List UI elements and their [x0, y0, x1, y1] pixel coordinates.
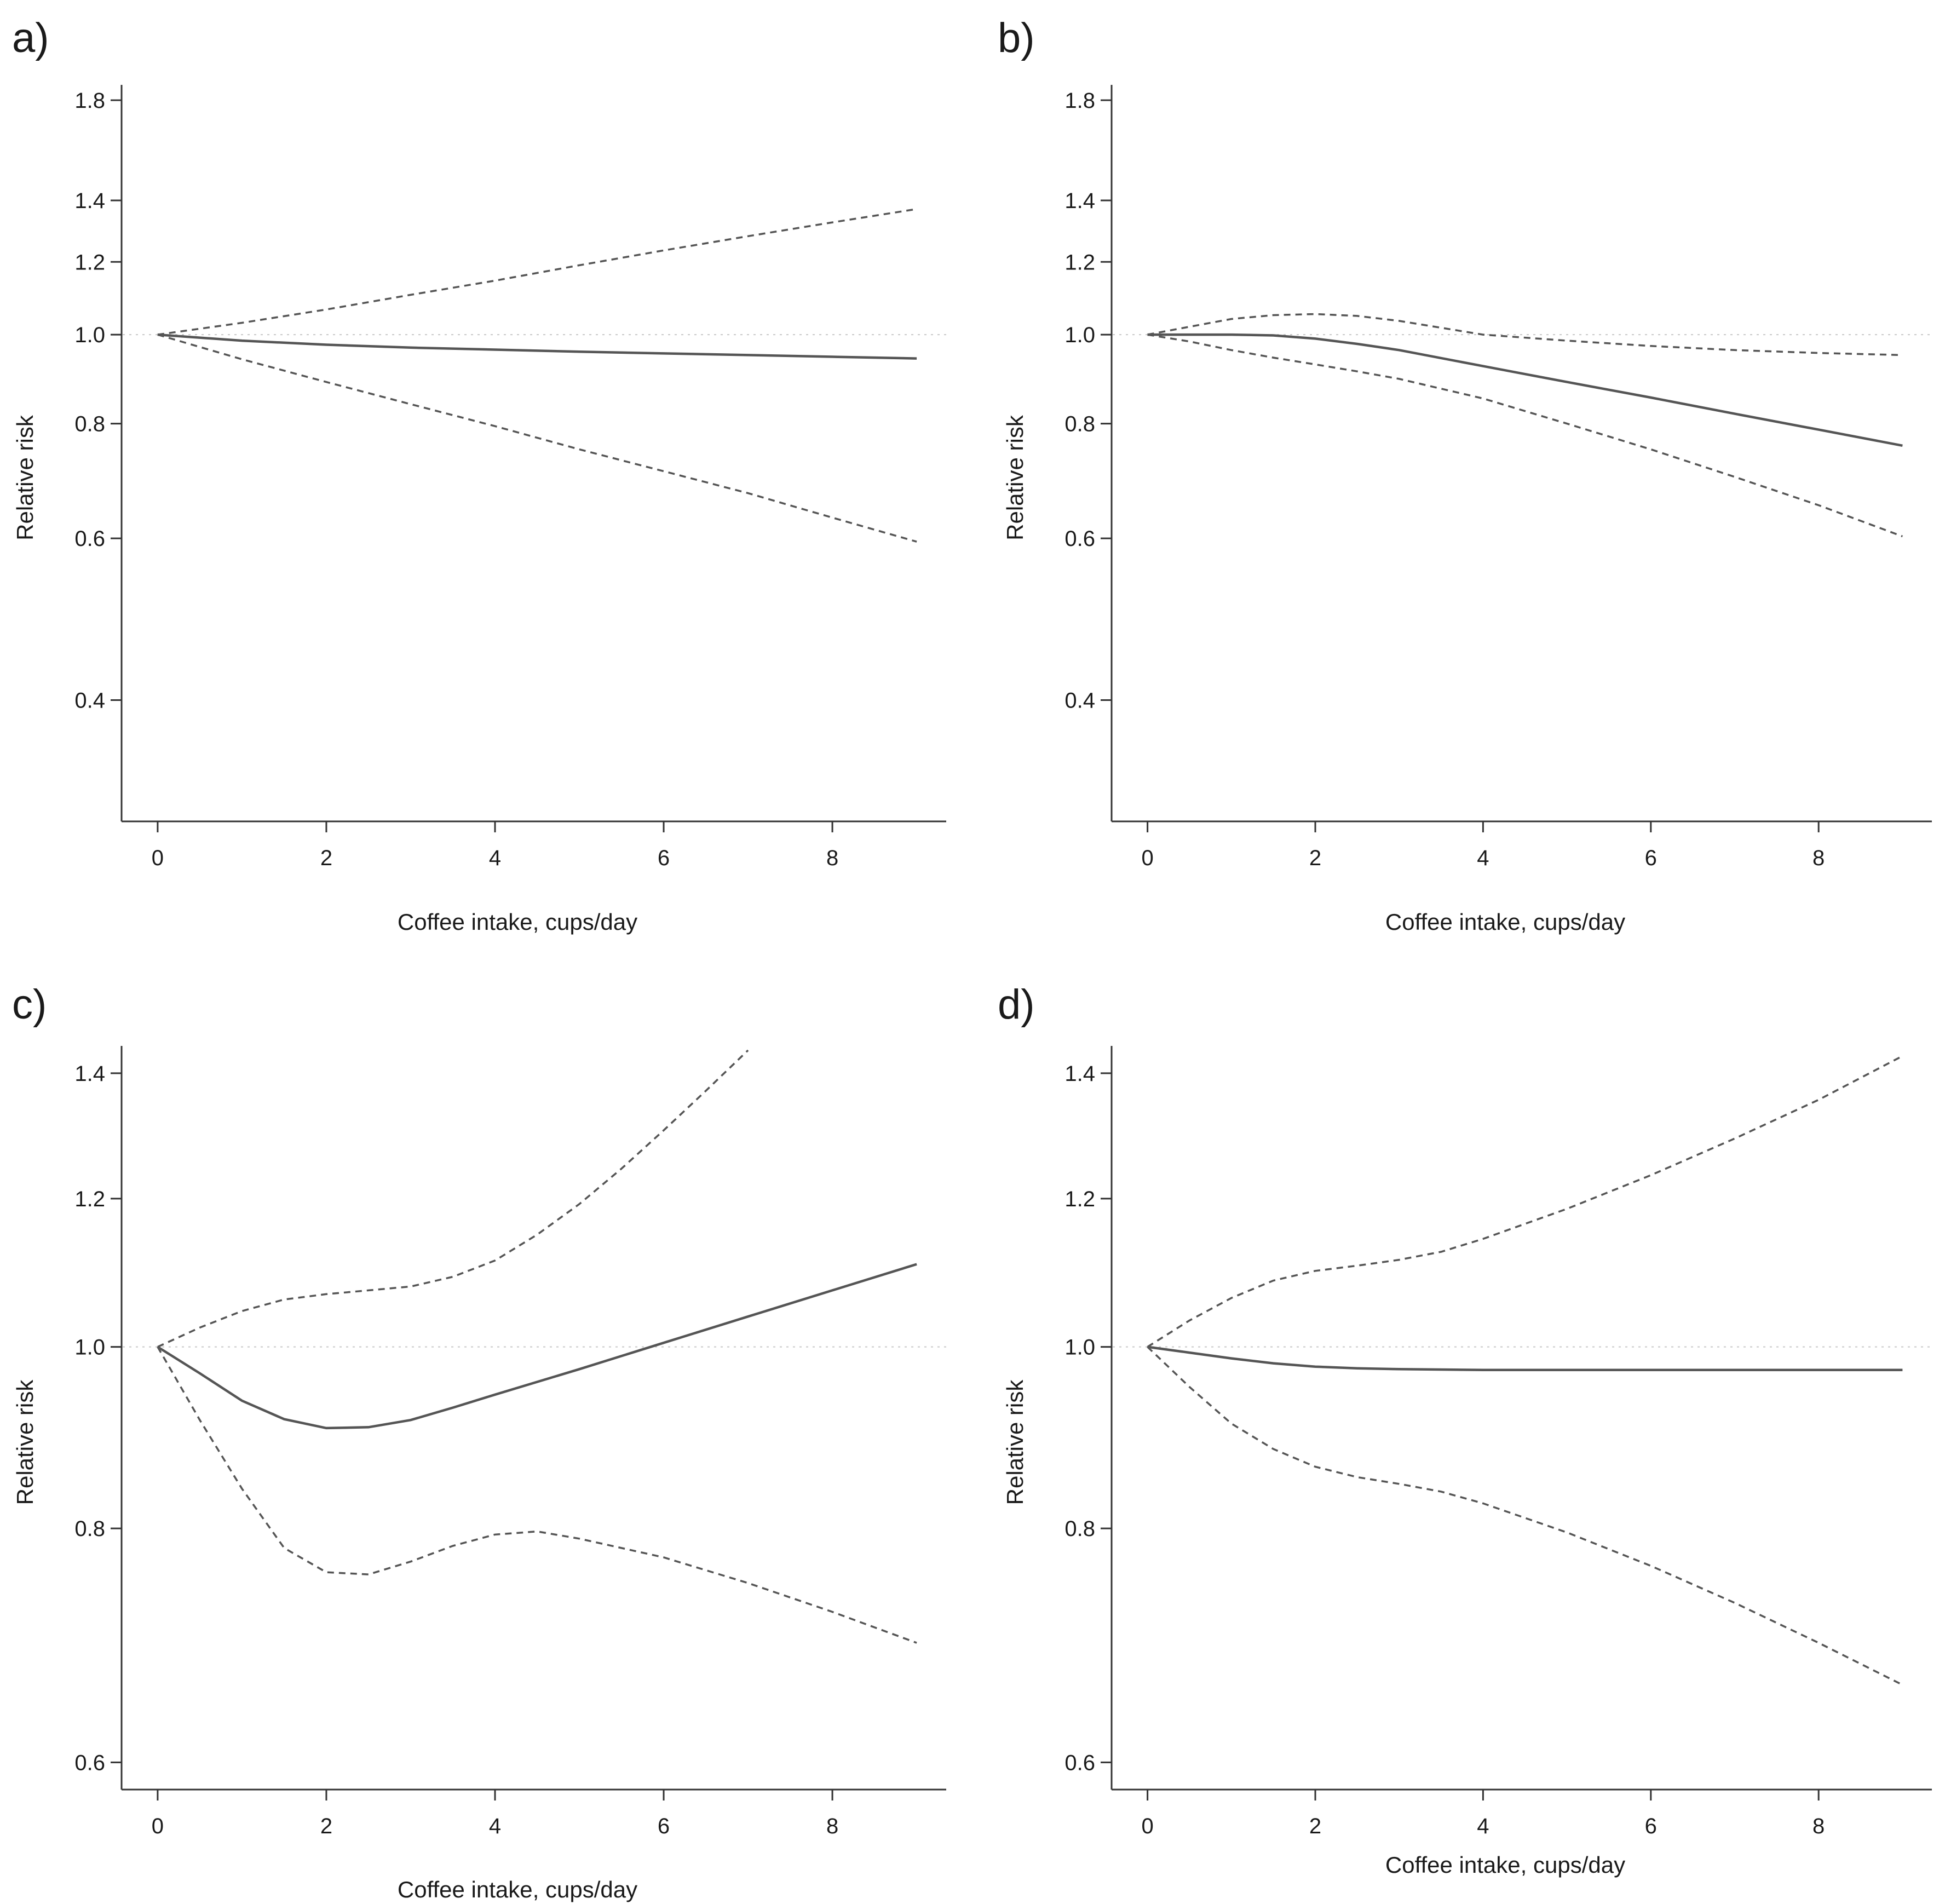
y-tick-label: 1.2: [74, 250, 105, 274]
x-axis-title: Coffee intake, cups/day: [1385, 909, 1625, 935]
x-tick-label: 0: [152, 846, 164, 870]
y-tick-label: 1.2: [74, 1187, 105, 1211]
y-axis-title: Relative risk: [1002, 415, 1028, 540]
panel-label: c): [12, 981, 47, 1028]
y-tick-label: 0.8: [74, 412, 105, 436]
x-tick-label: 6: [1645, 1814, 1657, 1838]
x-axis-title: Coffee intake, cups/day: [398, 909, 637, 935]
x-tick-label: 2: [1309, 1814, 1321, 1838]
y-tick-label: 1.4: [74, 189, 105, 213]
chart-panel-c: c) 0.6 0.8 1.0 1.2 1.4 0 2 4 6 8 Coffee intake, cup…: [12, 981, 946, 1902]
x-tick-label: 4: [1477, 846, 1489, 870]
x-axis-title: Coffee intake, cups/day: [1385, 1852, 1625, 1878]
y-tick-label: 0.4: [74, 688, 105, 712]
upper-ci-line: [157, 1049, 749, 1348]
x-tick-label: 2: [320, 846, 332, 870]
x-tick-label: 6: [658, 1814, 670, 1838]
x-tick-label: 2: [1309, 846, 1321, 870]
y-tick-label: 1.2: [1064, 1187, 1095, 1211]
x-tick-label: 6: [1645, 846, 1657, 870]
estimate-line: [157, 333, 917, 360]
y-tick-label: 0.8: [1064, 1517, 1095, 1541]
y-tick-label: 1.0: [1064, 323, 1095, 347]
lower-ci-line: [1147, 333, 1903, 538]
y-tick-label: 0.6: [74, 527, 105, 551]
estimate-line: [1147, 333, 1903, 447]
y-axis-title: Relative risk: [1002, 1379, 1028, 1505]
upper-ci-line: [157, 208, 917, 336]
y-axis-title: Relative risk: [12, 1379, 38, 1505]
x-tick-label: 6: [658, 846, 670, 870]
x-tick-label: 4: [489, 1814, 501, 1838]
panel-label: a): [12, 15, 49, 61]
x-tick-label: 4: [489, 846, 501, 870]
y-tick-label: 1.4: [1064, 1062, 1095, 1086]
x-tick-label: 0: [152, 1814, 164, 1838]
y-tick-label: 0.6: [74, 1751, 105, 1775]
upper-ci-line: [1147, 1055, 1903, 1348]
y-tick-label: 1.0: [74, 323, 105, 347]
y-tick-label: 1.8: [74, 89, 105, 113]
x-tick-label: 0: [1141, 846, 1153, 870]
y-tick-label: 1.0: [74, 1336, 105, 1360]
lower-ci-line: [157, 1346, 917, 1644]
x-tick-label: 8: [1812, 1814, 1825, 1838]
lower-ci-line: [157, 333, 917, 543]
panel-label: d): [998, 981, 1035, 1028]
upper-ci-line: [1147, 313, 1903, 356]
y-tick-label: 1.8: [1064, 89, 1095, 113]
y-tick-label: 0.6: [1064, 1751, 1095, 1775]
y-tick-label: 1.4: [74, 1062, 105, 1086]
estimate-line: [157, 1263, 917, 1430]
y-tick-label: 0.6: [1064, 527, 1095, 551]
y-tick-label: 0.4: [1064, 688, 1095, 712]
x-axis-title: Coffee intake, cups/day: [398, 1877, 637, 1902]
chart-panel-b: b) 0.4 0.6 0.8 1.0 1.2 1.4 1.8 0 2 4 6 8 Coffee intak…: [998, 15, 1932, 935]
x-tick-label: 4: [1477, 1814, 1489, 1838]
y-tick-label: 1.0: [1064, 1336, 1095, 1360]
estimate-line: [1147, 1345, 1903, 1372]
y-tick-label: 0.8: [74, 1517, 105, 1541]
chart-panel-d: d) 0.6 0.8 1.0 1.2 1.4 0 2 4 6 8 Coffee intake, cup…: [998, 981, 1932, 1878]
lower-ci-line: [1147, 1346, 1903, 1686]
x-tick-label: 8: [826, 846, 838, 870]
x-tick-label: 8: [826, 1814, 838, 1838]
y-axis-title: Relative risk: [12, 415, 38, 540]
x-tick-label: 8: [1812, 846, 1825, 870]
y-tick-label: 1.2: [1064, 250, 1095, 274]
x-tick-label: 0: [1141, 1814, 1153, 1838]
y-tick-label: 0.8: [1064, 412, 1095, 436]
chart-panel-a: a) 0.4 0.6 0.8 1.0 1.2 1.4 1.8 0 2 4 6 8 Coffee intak…: [12, 15, 946, 935]
y-tick-label: 1.4: [1064, 189, 1095, 213]
panel-label: b): [998, 15, 1035, 61]
x-tick-label: 2: [320, 1814, 332, 1838]
